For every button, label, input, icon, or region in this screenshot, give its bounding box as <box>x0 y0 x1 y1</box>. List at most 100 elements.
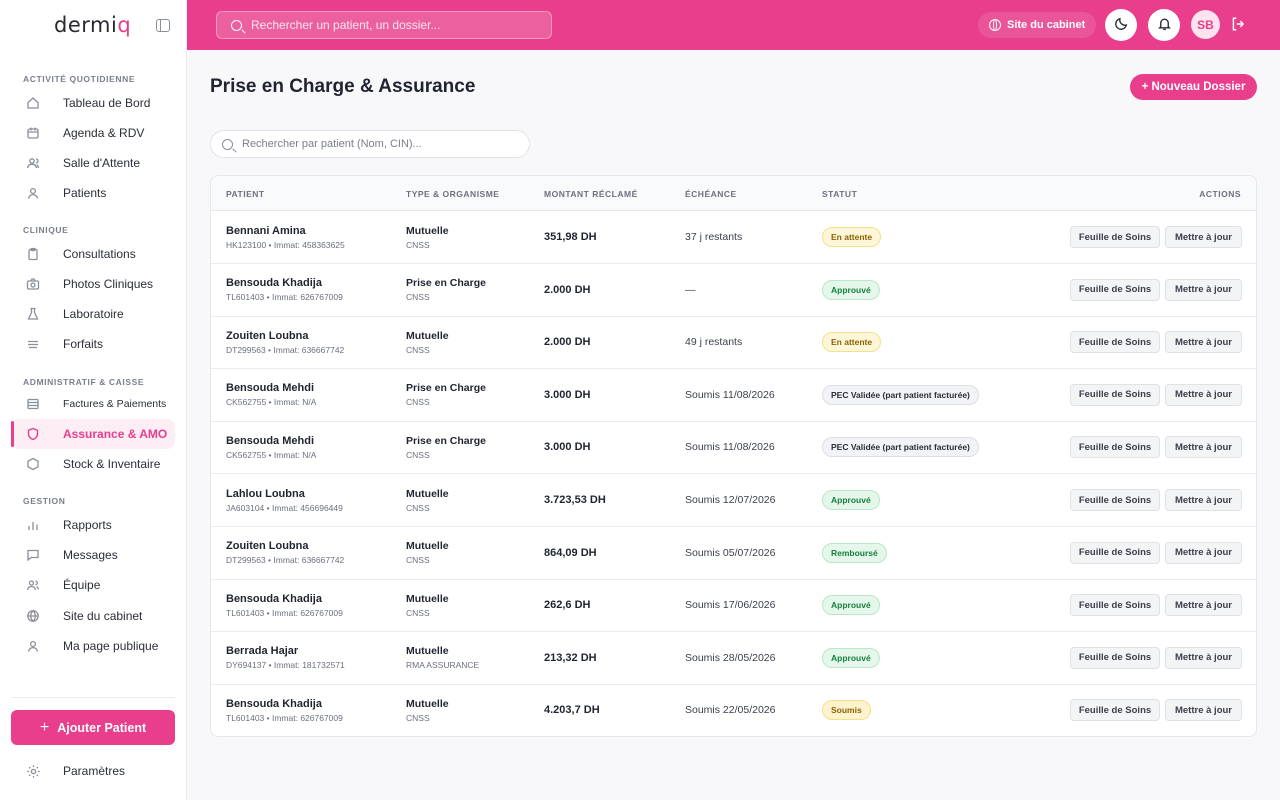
patient-name[interactable]: Zouiten Loubna <box>226 329 309 342</box>
sidebar-item-settings[interactable]: Paramètres <box>11 756 175 786</box>
table-row[interactable]: Zouiten Loubna DT299563 • Immat: 63666774… <box>211 527 1256 580</box>
patient-name[interactable]: Zouiten Loubna <box>226 540 309 553</box>
moon-icon <box>1114 16 1129 34</box>
table-row[interactable]: Bensouda Khadija TL601403 • Immat: 626767… <box>211 579 1256 633</box>
table-row[interactable]: Berrada Hajar DY694137 • Immat: 181732571… <box>211 632 1256 685</box>
claimed-amount: 2.000 DH <box>544 336 591 349</box>
update-button[interactable]: Mettre à jour <box>1165 699 1242 722</box>
sidebar-item-consultations[interactable]: Consultations <box>11 239 175 269</box>
patient-name[interactable]: Bensouda Khadija <box>226 697 322 710</box>
sidebar-item-packages[interactable]: Forfaits <box>11 329 175 359</box>
care-sheet-button[interactable]: Feuille de Soins <box>1070 699 1160 722</box>
patient-name[interactable]: Bensouda Khadija <box>226 592 322 605</box>
due-date: — <box>685 283 696 296</box>
organism: CNSS <box>406 712 430 723</box>
profile-icon <box>25 638 41 654</box>
column-header-due[interactable]: ÉCHÉANCE <box>685 188 737 199</box>
update-button[interactable]: Mettre à jour <box>1165 594 1242 617</box>
bar-chart-icon <box>25 517 41 533</box>
status-badge: Soumis <box>822 700 871 721</box>
care-sheet-button[interactable]: Feuille de Soins <box>1070 436 1160 459</box>
amount-cell: 351,98 DH <box>544 211 674 263</box>
coverage-type: Prise en Charge <box>406 382 486 395</box>
add-patient-button[interactable]: + Ajouter Patient <box>11 710 175 745</box>
sidebar-item-messages[interactable]: Messages <box>11 540 175 570</box>
status-badge: PEC Validée (part patient facturée) <box>822 384 979 405</box>
global-search[interactable] <box>216 11 552 39</box>
type-cell: Mutuelle CNSS <box>406 527 536 579</box>
table-row[interactable]: Bensouda Khadija TL601403 • Immat: 626767… <box>211 264 1256 317</box>
column-header-status[interactable]: STATUT <box>822 188 858 199</box>
sidebar-item-team[interactable]: Équipe <box>11 570 175 600</box>
care-sheet-button[interactable]: Feuille de Soins <box>1070 226 1160 248</box>
due-cell: Soumis 17/06/2026 <box>685 579 815 631</box>
patient-name[interactable]: Lahlou Loubna <box>226 487 305 500</box>
table-row[interactable]: Bensouda Khadija TL601403 • Immat: 626767… <box>211 684 1256 736</box>
patient-name[interactable]: Bensouda Khadija <box>226 277 322 290</box>
column-header-patient[interactable]: PATIENT <box>226 188 265 199</box>
patient-name[interactable]: Bennani Amina <box>226 224 306 237</box>
care-sheet-button[interactable]: Feuille de Soins <box>1070 541 1160 564</box>
care-sheet-button[interactable]: Feuille de Soins <box>1070 278 1160 301</box>
notifications-button[interactable] <box>1148 9 1180 41</box>
sidebar-item-site[interactable]: Site du cabinet <box>11 601 175 631</box>
avatar[interactable]: SB <box>1191 10 1220 39</box>
logo[interactable]: dermiq <box>54 13 132 37</box>
update-button[interactable]: Mettre à jour <box>1165 383 1242 406</box>
sidebar-item-label: Paramètres <box>63 764 126 778</box>
sidebar-item-photos[interactable]: Photos Cliniques <box>11 269 175 299</box>
sidebar-item-patients[interactable]: Patients <box>11 178 175 208</box>
table-row[interactable]: Bennani Amina HK123100 • Immat: 458363625… <box>211 211 1256 264</box>
table-row[interactable]: Bensouda Mehdi CK562755 • Immat: N/A Prise… <box>211 421 1256 475</box>
due-cell: — <box>685 264 815 316</box>
sidebar-item-public-page[interactable]: Ma page publique <box>11 631 175 661</box>
dark-mode-button[interactable] <box>1105 9 1137 41</box>
sidebar-item-reports[interactable]: Rapports <box>11 510 175 540</box>
global-search-input[interactable] <box>251 18 541 32</box>
sidebar-item-waiting-room[interactable]: Salle d'Attente <box>11 148 175 178</box>
update-button[interactable]: Mettre à jour <box>1165 541 1242 564</box>
update-button[interactable]: Mettre à jour <box>1165 436 1242 459</box>
patient-name[interactable]: Bensouda Mehdi <box>226 434 315 447</box>
amount-cell: 3.000 DH <box>544 421 674 473</box>
care-sheet-button[interactable]: Feuille de Soins <box>1070 594 1160 617</box>
sidebar-item-label: Ma page publique <box>63 639 159 653</box>
care-sheet-button[interactable]: Feuille de Soins <box>1070 331 1160 354</box>
sidebar-item-stock[interactable]: Stock & Inventaire <box>11 449 175 479</box>
sidebar-item-insurance[interactable]: Assurance & AMO <box>11 419 175 449</box>
update-button[interactable]: Mettre à jour <box>1165 226 1242 248</box>
column-header-type[interactable]: TYPE & ORGANISME <box>406 188 500 199</box>
claimed-amount: 2.000 DH <box>544 283 591 296</box>
table-row[interactable]: Lahlou Loubna JA603104 • Immat: 456696449… <box>211 474 1256 527</box>
patient-identifiers: TL601403 • Immat: 626767009 <box>226 292 343 303</box>
sidebar-item-dashboard[interactable]: Tableau de Bord <box>11 88 175 118</box>
patient-name[interactable]: Berrada Hajar <box>226 645 299 658</box>
sidebar-item-agenda[interactable]: Agenda & RDV <box>11 118 175 148</box>
status-cell: Approuvé <box>822 579 1052 631</box>
status-badge: Approuvé <box>822 490 880 510</box>
update-button[interactable]: Mettre à jour <box>1165 278 1242 301</box>
patient-search-input[interactable] <box>242 138 522 150</box>
amount-cell: 2.000 DH <box>544 316 674 368</box>
patient-name[interactable]: Bensouda Mehdi <box>226 382 315 395</box>
type-cell: Mutuelle RMA ASSURANCE <box>406 632 536 684</box>
care-sheet-button[interactable]: Feuille de Soins <box>1070 383 1160 406</box>
care-sheet-button[interactable]: Feuille de Soins <box>1070 646 1160 669</box>
logout-icon[interactable] <box>1230 16 1248 34</box>
column-header-amount[interactable]: MONTANT RÉCLAMÉ <box>544 188 638 199</box>
gear-icon <box>25 763 41 779</box>
update-button[interactable]: Mettre à jour <box>1165 331 1242 354</box>
table-row[interactable]: Zouiten Loubna DT299563 • Immat: 63666774… <box>211 316 1256 370</box>
claimed-amount: 864,09 DH <box>544 546 597 559</box>
type-cell: Prise en Charge CNSS <box>406 264 536 316</box>
patient-search[interactable] <box>210 130 530 158</box>
update-button[interactable]: Mettre à jour <box>1165 646 1242 669</box>
care-sheet-button[interactable]: Feuille de Soins <box>1070 489 1160 511</box>
update-button[interactable]: Mettre à jour <box>1165 489 1242 511</box>
sidebar-item-lab[interactable]: Laboratoire <box>11 299 175 329</box>
site-du-cabinet-button[interactable]: Site du cabinet <box>978 12 1097 38</box>
new-folder-button[interactable]: + Nouveau Dossier <box>1130 74 1257 100</box>
table-row[interactable]: Bensouda Mehdi CK562755 • Immat: N/A Prise… <box>211 369 1256 422</box>
sidebar-item-invoices[interactable]: Factures & Paiements <box>11 389 175 419</box>
sidebar-toggle-icon[interactable] <box>156 18 170 32</box>
